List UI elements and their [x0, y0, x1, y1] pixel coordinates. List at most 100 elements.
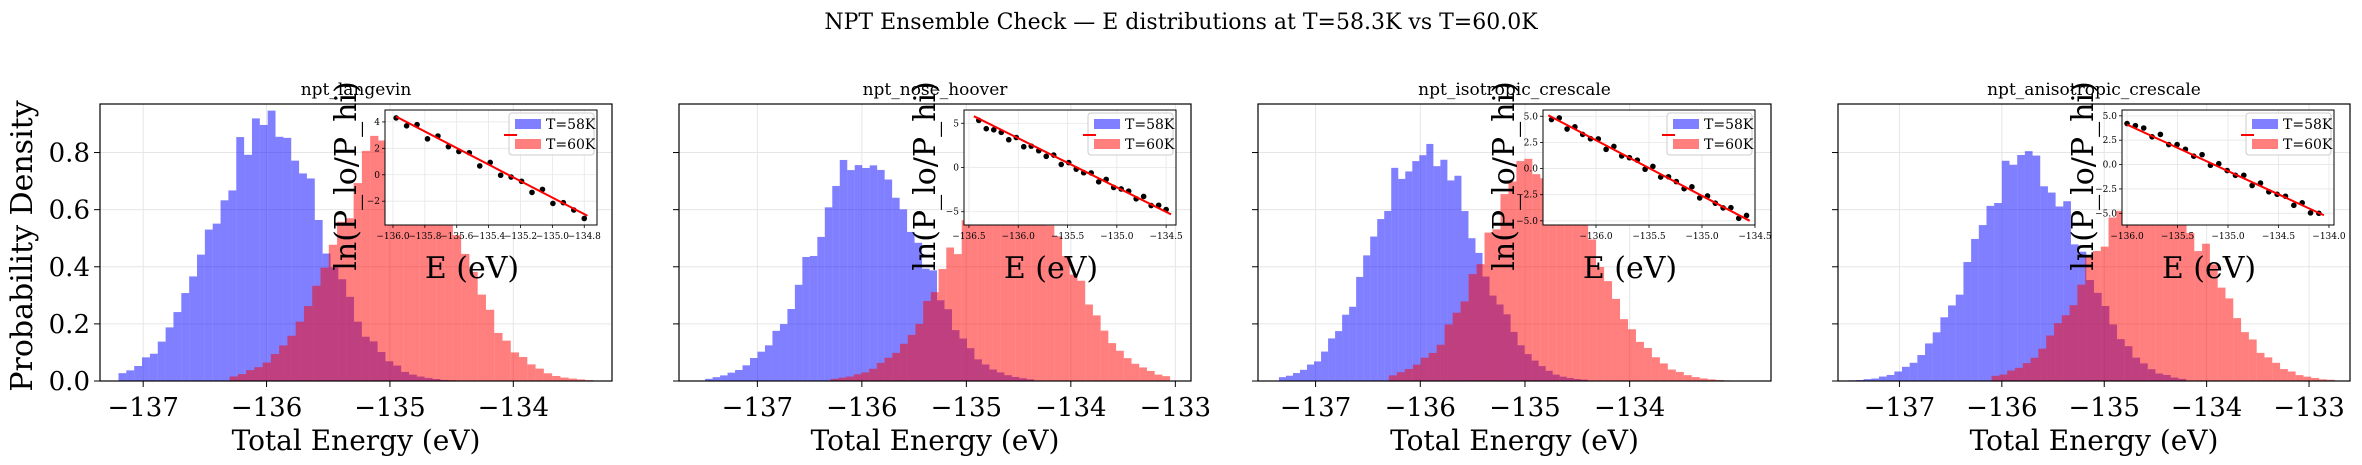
inset-x-tick-label: −136.0	[376, 232, 410, 242]
hist-bar-low	[1335, 331, 1343, 381]
hist-bar-high	[1444, 324, 1453, 381]
hist-bar-high	[1452, 312, 1461, 381]
hist-bar-high	[2326, 379, 2335, 381]
hist-bar-high	[1123, 358, 1132, 381]
inset-x-tick-label: −135.0	[536, 232, 570, 242]
hist-bar-low	[1940, 317, 1949, 381]
hist-bar-low	[299, 173, 307, 381]
hist-bar-high	[469, 271, 478, 381]
hist-bar-low	[1461, 211, 1469, 381]
hist-bar-high	[2053, 323, 2062, 381]
hist-bar-high	[946, 247, 954, 381]
hist-bar-high	[1139, 367, 1147, 381]
hist-bar-low	[884, 179, 893, 381]
hist-bar-low	[157, 341, 166, 381]
hist-bar-high	[2217, 287, 2226, 381]
inset: −136.0−135.8−135.6−135.4−135.2−135.0−134…	[329, 81, 601, 286]
hist-bar-low	[181, 293, 190, 381]
hist-bar-high	[1492, 229, 1501, 381]
legend-swatch-high	[1094, 139, 1120, 149]
hist-bar-low	[1878, 376, 1887, 381]
inset-x-label: E (eV)	[1004, 251, 1098, 286]
hist-bar-high	[262, 362, 271, 381]
hist-bar-high	[237, 374, 247, 381]
inset-y-tick-label: −2	[367, 197, 380, 207]
hist-bar-high	[1500, 194, 1509, 381]
hist-bar-high	[279, 345, 288, 381]
x-axis-label: Total Energy (eV)	[1970, 424, 2219, 457]
hist-bar-high	[2311, 378, 2320, 381]
hist-bar-high	[838, 377, 846, 381]
hist-bar-high	[419, 162, 429, 381]
hist-bar-high	[1991, 375, 2000, 381]
hist-bar-high	[1699, 378, 1708, 381]
hist-bar-high	[2124, 202, 2132, 381]
hist-bar-low	[1292, 373, 1300, 381]
hist-bar-low	[1963, 261, 1972, 381]
legend: T=58K T=60K	[1662, 112, 1754, 156]
inset-point	[1564, 126, 1570, 132]
hist-bar-low	[1440, 159, 1448, 381]
hist-bar-high	[1428, 352, 1437, 381]
hist-bar-high	[568, 378, 577, 381]
hist-bar-high	[535, 368, 544, 381]
x-tick-label: −135	[1489, 393, 1560, 423]
inset-x-label: E (eV)	[1583, 251, 1677, 286]
panels: −137 −136 −135 −134 0.0 0.2 0.4 0.6 0.8 npt_lange…	[49, 80, 2351, 457]
hist-bar-high	[1620, 319, 1628, 381]
legend-swatch-low	[515, 119, 541, 129]
inset-x-tick-label: −135.5	[1632, 232, 1666, 242]
hist-bar-high	[938, 269, 947, 381]
hist-bar-high	[1077, 280, 1086, 381]
inset-x-tick-label: −135.8	[408, 232, 442, 242]
hist-bar-low	[118, 373, 127, 381]
hist-bar-high	[1468, 274, 1477, 381]
hist-bar-low	[267, 110, 276, 381]
inset-y-tick-label: 0.0	[1524, 165, 1539, 175]
panel-npt_nose_hoover: −137 −136 −135 −134 −133 npt_nose_hoover Total…	[673, 80, 1211, 457]
hist-bar-low	[735, 370, 743, 381]
hist-bar-high	[370, 135, 379, 381]
hist-bar-high	[576, 379, 586, 381]
hist-bar-low	[832, 185, 840, 381]
inset-x-tick-label: −134.0	[2312, 232, 2346, 242]
hist-bar-high	[2194, 251, 2203, 381]
hist-bar-low	[1314, 361, 1322, 381]
inset: −136.0 −135.5 −135.0 −134.5 −134.0 −5.0 −2.5 0.…	[2066, 81, 2346, 286]
panel-title: npt_nose_hoover	[863, 80, 1009, 100]
hist-bar-low	[1902, 366, 1910, 381]
hist-bar-high	[411, 170, 420, 381]
inset-x-tick-label: −135.5	[1051, 232, 1085, 242]
hist-bar-low	[134, 366, 143, 381]
hist-bar-high	[2046, 335, 2054, 381]
legend: T=58K T=60K	[504, 112, 596, 156]
hist-bar-high	[444, 205, 453, 381]
hist-bar-low	[197, 254, 205, 381]
hist-bar-low	[742, 365, 751, 381]
hist-bar-low	[899, 209, 908, 381]
legend-swatch-low	[1094, 119, 1120, 129]
inset-y-tick-label: 5.0	[2103, 112, 2118, 122]
hist-bar-low	[817, 236, 825, 381]
hist-bar-low	[764, 345, 773, 381]
hist-bar-high	[1116, 350, 1124, 381]
hist-bar-low	[712, 377, 721, 381]
hist-bar-high	[1023, 201, 1032, 381]
hist-bar-low	[2032, 155, 2041, 381]
hist-bar-low	[291, 160, 300, 381]
hist-bar-low	[1917, 355, 1926, 381]
hist-bar-high	[477, 294, 486, 381]
hist-bar-high	[1627, 329, 1636, 381]
hist-bar-low	[2017, 154, 2025, 381]
legend-label-high: T=60K	[2283, 137, 2333, 153]
inset-point	[550, 200, 556, 207]
x-tick-label: −136	[231, 393, 302, 423]
x-tick-label: −137	[107, 393, 178, 423]
inset-point	[1603, 146, 1609, 153]
hist-bar-high	[1572, 209, 1581, 381]
hist-bar-high	[984, 179, 993, 381]
hist-bar-high	[428, 164, 437, 381]
hist-bar-high	[1508, 181, 1517, 381]
hist-bar-high	[1085, 304, 1093, 381]
hist-bar-high	[1612, 298, 1621, 381]
